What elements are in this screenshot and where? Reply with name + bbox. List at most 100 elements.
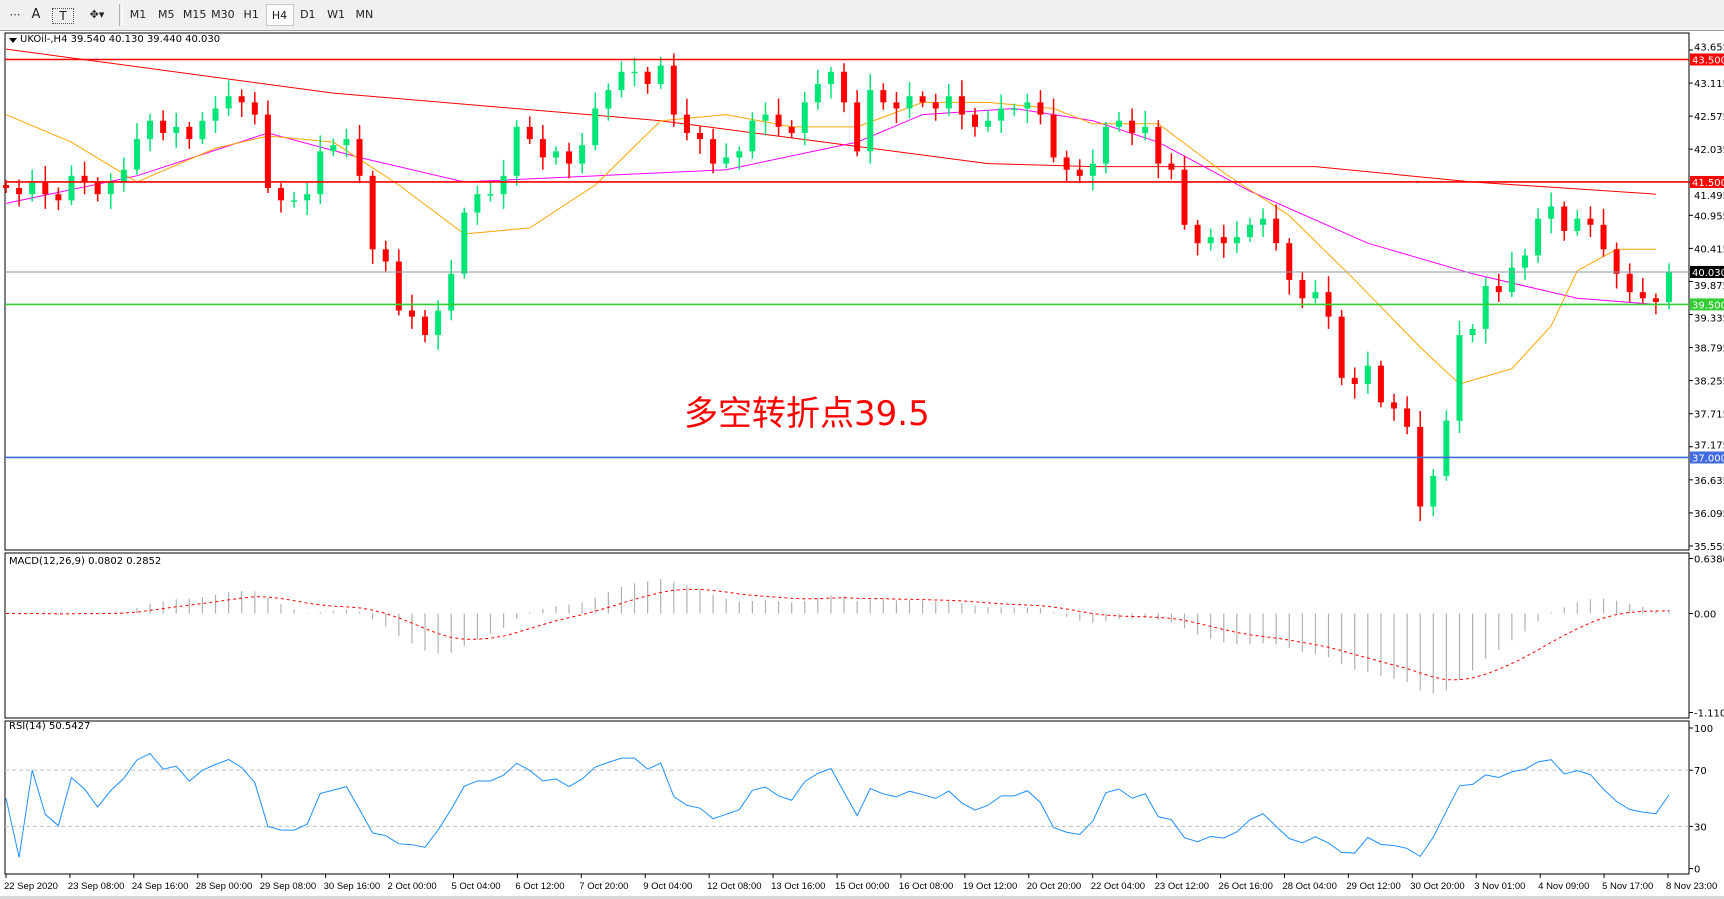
candle-body xyxy=(775,114,782,127)
candle-body xyxy=(1613,249,1620,274)
candle-body xyxy=(212,108,219,121)
arrows-icon[interactable]: ✥▾ xyxy=(89,8,105,21)
candle xyxy=(225,80,232,116)
price-level-label: 43.500 xyxy=(1692,55,1724,66)
chevron-down-icon: ▾ xyxy=(98,8,105,21)
candle xyxy=(631,57,638,87)
candle-body xyxy=(408,310,415,317)
candle-body xyxy=(1377,365,1384,403)
candle-body xyxy=(1626,273,1633,293)
candle xyxy=(1050,98,1057,163)
candle-body xyxy=(1116,120,1123,127)
candle xyxy=(1089,149,1096,191)
candle-body xyxy=(723,157,730,164)
timeframe-h4-button[interactable]: H4 xyxy=(265,4,294,26)
candle-body xyxy=(238,96,245,103)
candle-body xyxy=(1260,218,1267,225)
time-tick-label: 23 Sep 08:00 xyxy=(68,881,125,892)
candle xyxy=(173,112,180,148)
candle-body xyxy=(448,273,455,311)
chart-tabs-bar xyxy=(0,896,1724,899)
candle xyxy=(356,125,363,184)
timeframe-m15-button[interactable]: M15 xyxy=(182,8,207,21)
period-separator-icon[interactable]: ⋯ xyxy=(9,8,21,21)
candle xyxy=(251,91,258,125)
candle xyxy=(1377,360,1384,408)
price-tick-label: 38.255 xyxy=(1694,377,1724,388)
time-tick-label: 30 Oct 20:00 xyxy=(1410,881,1464,892)
candle-body xyxy=(958,96,965,115)
candle xyxy=(1063,150,1070,182)
time-tick-label: 20 Oct 20:00 xyxy=(1027,881,1081,892)
candle xyxy=(1508,251,1515,298)
candle-body xyxy=(1666,271,1672,302)
candle xyxy=(94,177,101,202)
annotation-text: 多空转折点39.5 xyxy=(684,394,930,434)
time-tick-label: 2 Oct 00:00 xyxy=(388,881,437,892)
candle-body xyxy=(369,175,376,250)
candle-body xyxy=(435,310,442,336)
candle-body xyxy=(880,90,887,103)
candle-body xyxy=(1155,126,1162,164)
price-tick-label: 39.335 xyxy=(1694,313,1724,324)
timeframe-m1-button[interactable]: M1 xyxy=(129,8,147,21)
toolbar: ⋯ A T ✥▾ M1 M5 M15 M30 H1 H4 D1 W1 MN xyxy=(0,0,1724,31)
time-tick-label: 5 Oct 04:00 xyxy=(451,881,500,892)
macd-tick-label: -1.1104 xyxy=(1694,709,1724,720)
candle xyxy=(1469,324,1476,343)
candle xyxy=(1574,210,1581,236)
timeframe-mn-button[interactable]: MN xyxy=(355,8,374,21)
candle-body xyxy=(697,132,704,140)
candle-body xyxy=(1535,218,1542,256)
candle xyxy=(1391,393,1398,421)
time-tick-label: 29 Sep 08:00 xyxy=(260,881,317,892)
price-level-label: 39.500 xyxy=(1692,300,1724,311)
candle-body xyxy=(1273,218,1280,244)
candle xyxy=(1116,112,1123,132)
candle-body xyxy=(317,151,324,195)
chart-window[interactable]: 43.655 43.115 42.575 42.035 41.495 40.955 40.4… xyxy=(0,30,1724,896)
price-level-badge xyxy=(1690,451,1724,464)
candle-body xyxy=(186,126,193,140)
candle xyxy=(1561,201,1568,241)
candle xyxy=(291,191,298,208)
candle xyxy=(1639,278,1646,304)
candle-body xyxy=(1430,475,1437,507)
candle xyxy=(723,143,730,169)
candle xyxy=(893,91,900,124)
timeframe-m5-button[interactable]: M5 xyxy=(158,8,175,21)
candle xyxy=(1600,208,1607,257)
candle-body xyxy=(513,126,520,176)
timeframe-d1-button[interactable]: D1 xyxy=(300,8,316,21)
text-icon[interactable]: A xyxy=(31,7,41,22)
candle xyxy=(827,66,834,99)
candle-body xyxy=(1011,108,1018,110)
timeframe-w1-button[interactable]: W1 xyxy=(327,8,346,21)
macd-panel xyxy=(4,552,1690,719)
candle-body xyxy=(985,120,992,127)
candle-body xyxy=(906,96,913,109)
candle xyxy=(932,93,939,121)
collapse-triangle-icon xyxy=(9,38,17,43)
candle xyxy=(971,107,978,137)
toolbar-separator xyxy=(119,4,123,26)
time-tick-label: 4 Nov 09:00 xyxy=(1538,881,1589,892)
candle xyxy=(1587,206,1594,238)
candle-body xyxy=(579,145,586,164)
candle-body xyxy=(1652,298,1659,302)
timeframe-m30-button[interactable]: M30 xyxy=(211,8,235,21)
candle-body xyxy=(1181,169,1188,225)
candle xyxy=(919,91,926,108)
candle xyxy=(55,187,62,211)
candle xyxy=(579,132,586,174)
candle-body xyxy=(277,188,284,201)
candle-body xyxy=(827,71,834,84)
candle xyxy=(592,92,599,151)
candle xyxy=(317,135,324,204)
candle-body xyxy=(1063,157,1070,170)
candle xyxy=(435,300,442,350)
macd-signal-line xyxy=(5,588,1670,681)
text-label-icon[interactable]: T xyxy=(52,8,74,24)
candle-body xyxy=(173,126,180,133)
timeframe-h1-button[interactable]: H1 xyxy=(243,8,259,21)
